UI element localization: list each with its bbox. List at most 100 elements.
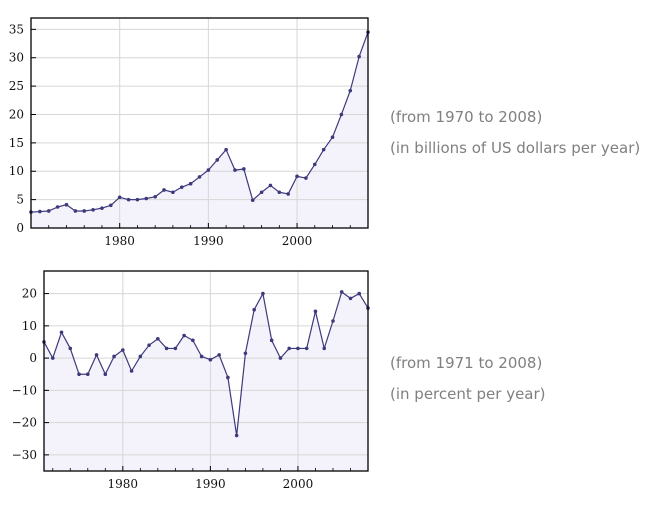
data-point-1995: [250, 198, 255, 202]
data-point-2001: [304, 346, 309, 351]
data-point-1987: [182, 333, 186, 338]
data-point-1975: [73, 209, 78, 213]
y-tick-label-20: 20: [22, 287, 37, 301]
data-point-1982: [138, 354, 143, 359]
data-point-2006: [348, 296, 353, 301]
y-tick-label-10: 10: [9, 164, 24, 178]
data-point-1974: [64, 202, 69, 207]
data-point-2006: [348, 88, 353, 93]
chart-2-unit-note: (in percent per year): [390, 385, 546, 403]
data-point-2005: [339, 290, 344, 294]
y-tick-label-10: 10: [22, 319, 37, 333]
data-point-2004: [331, 319, 335, 323]
x-tick-label-1990: 1990: [193, 234, 224, 248]
data-point-1984: [153, 194, 157, 199]
data-point-1975: [77, 372, 81, 377]
y-tick-label-30: 30: [9, 51, 24, 65]
y-tick-label--10: −10: [12, 383, 37, 397]
data-point-1992: [226, 375, 230, 380]
data-point-1979: [109, 203, 113, 208]
data-point-1994: [243, 351, 248, 356]
data-point-1990: [206, 168, 211, 172]
data-point-1985: [164, 346, 169, 351]
data-point-1973: [59, 330, 64, 335]
data-point-1988: [191, 338, 195, 343]
data-point-1982: [135, 197, 140, 202]
data-point-1976: [82, 209, 87, 213]
data-point-1976: [85, 372, 90, 377]
chart-1-range-note: (from 1970 to 2008): [390, 108, 543, 126]
data-point-2003: [322, 346, 327, 351]
data-point-2002: [312, 162, 317, 167]
data-point-1999: [286, 192, 290, 196]
data-point-1989: [197, 175, 202, 179]
x-tick-label-1990: 1990: [195, 477, 226, 491]
data-point-2004: [330, 135, 335, 139]
x-tick-label-1980: 1980: [108, 477, 139, 491]
y-tick-label-0: 0: [29, 351, 37, 365]
data-point-1980: [121, 348, 125, 352]
x-tick-label-2000: 2000: [283, 477, 314, 491]
y-tick-label-15: 15: [9, 136, 24, 150]
data-point-1993: [234, 433, 239, 438]
data-point-1974: [68, 346, 73, 351]
chart-2-range-note: (from 1971 to 2008): [390, 354, 543, 372]
chart-annual-values: 1980 1990 2000 0 5 10 15 20 25 30 35: [9, 17, 370, 248]
y-tick-label-0: 0: [16, 221, 24, 235]
data-point-1993: [233, 168, 237, 172]
data-point-1997: [269, 338, 274, 343]
data-point-2007: [357, 291, 362, 296]
y-tick-label--20: −20: [12, 416, 37, 430]
data-point-1986: [173, 346, 178, 351]
data-point-1981: [126, 197, 131, 202]
data-point-1999: [287, 346, 291, 351]
y-tick-label--30: −30: [12, 448, 37, 462]
data-point-1985: [162, 188, 166, 192]
data-point-1986: [171, 190, 175, 195]
area-fill: [31, 32, 368, 228]
data-point-1973: [55, 205, 60, 209]
data-point-1980: [117, 195, 122, 200]
data-point-1998: [277, 190, 282, 195]
data-point-1991: [215, 158, 220, 162]
series-line: [43, 291, 369, 437]
data-point-1987: [179, 185, 184, 189]
y-tick-label-20: 20: [9, 107, 24, 121]
data-point-1984: [156, 336, 160, 341]
y-tick-label-25: 25: [9, 79, 24, 93]
plot-frame: [30, 17, 369, 229]
data-point-1981: [129, 369, 134, 373]
chart-1-unit-note: (in billions of US dollars per year): [390, 139, 641, 157]
data-point-1998: [278, 356, 283, 360]
plot-frame: [43, 270, 369, 472]
data-point-1994: [242, 167, 246, 171]
data-point-1972: [50, 356, 55, 360]
data-point-1997: [268, 183, 273, 188]
data-point-2007: [357, 54, 361, 59]
data-point-2005: [339, 112, 344, 117]
data-point-1990: [208, 357, 213, 362]
data-point-1977: [94, 353, 99, 357]
x-tick-label-2000: 2000: [282, 234, 313, 248]
data-point-1992: [224, 147, 228, 152]
data-point-1995: [252, 307, 256, 312]
data-point-1978: [103, 372, 108, 377]
x-tick-label-1980: 1980: [104, 234, 135, 248]
data-point-1988: [188, 181, 193, 186]
chart-annual-growth: 1980 1990 2000 −30 −20 −10 0 10 20: [12, 270, 370, 491]
data-point-1989: [199, 354, 204, 359]
data-point-1978: [100, 206, 104, 210]
data-point-2000: [295, 174, 299, 179]
y-tick-label-35: 35: [9, 22, 24, 36]
data-point-1972: [46, 209, 51, 213]
data-point-1983: [144, 196, 149, 201]
data-point-2000: [296, 346, 300, 351]
data-point-1979: [112, 354, 116, 359]
data-point-2001: [304, 176, 308, 180]
data-point-1983: [147, 343, 151, 347]
area-fill: [44, 291, 368, 471]
y-tick-label-5: 5: [16, 193, 24, 207]
data-point-1991: [217, 353, 221, 357]
data-point-1971: [38, 209, 42, 214]
